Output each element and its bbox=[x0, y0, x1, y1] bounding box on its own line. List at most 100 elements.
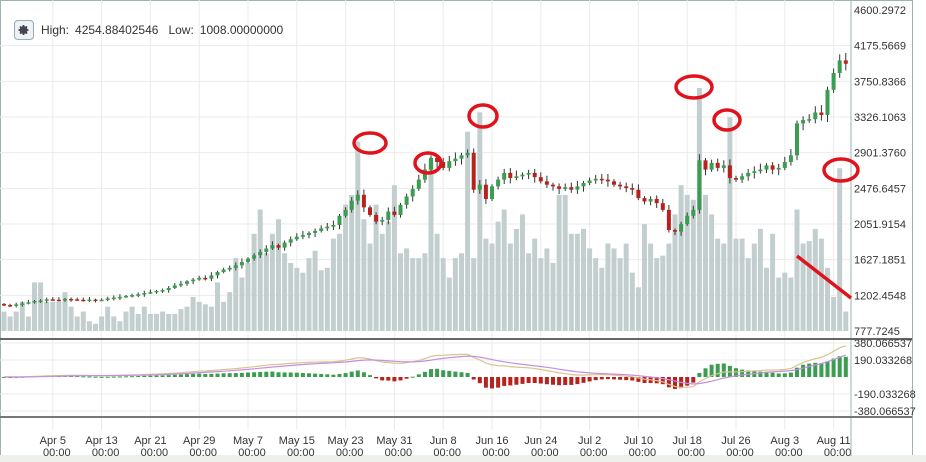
volume-bar bbox=[373, 204, 379, 331]
macd-histogram-bar bbox=[124, 376, 128, 378]
macd-histogram-bar bbox=[813, 362, 818, 377]
macd-histogram-bar bbox=[270, 371, 275, 377]
volume-bar bbox=[13, 311, 19, 331]
x-tick-date: Apr 21 bbox=[134, 435, 166, 447]
macd-histogram-bar bbox=[581, 377, 586, 383]
candle-body bbox=[294, 236, 299, 240]
macd-pane bbox=[2, 345, 848, 389]
x-tick-time: 00:00 bbox=[238, 447, 266, 459]
macd-histogram-bar bbox=[380, 377, 385, 381]
candle-body bbox=[770, 165, 775, 170]
price-axis-label: 2051.9154 bbox=[854, 219, 906, 231]
macd-histogram-bar bbox=[685, 377, 690, 386]
candle-body bbox=[398, 204, 403, 215]
macd-histogram-bar bbox=[355, 370, 360, 377]
candle-body bbox=[715, 162, 720, 168]
macd-histogram-bar bbox=[795, 367, 799, 377]
candle-body bbox=[337, 215, 342, 226]
volume-bar bbox=[337, 233, 342, 331]
candle-body bbox=[410, 188, 415, 197]
candle-body bbox=[111, 297, 116, 300]
x-tick-time: 00:00 bbox=[92, 447, 120, 459]
macd-histogram-bar bbox=[374, 377, 379, 379]
macd-histogram-bar bbox=[770, 372, 775, 377]
candle-body bbox=[422, 169, 427, 180]
candle-body bbox=[764, 165, 769, 170]
volume-bar bbox=[660, 255, 666, 331]
candle-body bbox=[807, 119, 812, 121]
candle-body bbox=[56, 299, 61, 302]
candle-body bbox=[246, 258, 250, 262]
volume-bar bbox=[398, 253, 403, 331]
candle-body bbox=[319, 228, 324, 231]
macd-histogram-bar bbox=[246, 372, 250, 377]
macd-histogram-bar bbox=[447, 370, 452, 377]
x-tick-date: May 23 bbox=[328, 435, 364, 447]
macd-histogram-bar bbox=[178, 374, 183, 377]
chart-header: High: 4254.88402546 Low: 1008.00000000 bbox=[14, 20, 289, 40]
volume-bar bbox=[239, 277, 245, 331]
x-tick-date: Jul 26 bbox=[721, 435, 750, 447]
volume-bar bbox=[745, 258, 751, 331]
candle-body bbox=[75, 299, 80, 301]
macd-histogram-bar bbox=[191, 373, 196, 377]
volume-bar bbox=[556, 194, 562, 331]
macd-histogram-bar bbox=[221, 373, 226, 377]
candle-body bbox=[526, 172, 531, 175]
volume-bar bbox=[129, 306, 135, 331]
candle-body bbox=[642, 198, 647, 202]
volume-bar bbox=[178, 309, 184, 331]
candle-body bbox=[782, 162, 787, 168]
macd-histogram-bar bbox=[148, 375, 153, 377]
candle-body bbox=[825, 89, 830, 115]
volume-bar bbox=[184, 306, 190, 331]
macd-histogram-bar bbox=[764, 371, 769, 377]
volume-bar bbox=[422, 253, 428, 331]
macd-histogram-bar bbox=[410, 376, 415, 378]
volume-bar bbox=[330, 238, 336, 331]
price-axis-label: 4175.5669 bbox=[854, 41, 906, 53]
candle-body bbox=[416, 179, 421, 189]
x-tick-date: Apr 5 bbox=[40, 435, 66, 447]
macd-histogram-bar bbox=[709, 364, 714, 377]
volume-bar bbox=[764, 267, 769, 331]
volume-bar bbox=[617, 258, 623, 331]
macd-histogram-bar bbox=[93, 376, 98, 378]
candle-body bbox=[819, 112, 824, 115]
x-tick-time: 00:00 bbox=[433, 447, 461, 459]
candle-body bbox=[709, 162, 714, 170]
candle-body bbox=[563, 187, 568, 189]
macd-histogram-bar bbox=[111, 376, 116, 378]
volume-bar bbox=[391, 185, 397, 331]
volume-bar bbox=[593, 258, 599, 331]
candle-body bbox=[38, 300, 43, 303]
volume-bar bbox=[56, 301, 62, 331]
annotation-circle bbox=[467, 103, 499, 129]
macd-histogram-bar bbox=[514, 377, 519, 385]
volume-bar bbox=[221, 301, 227, 331]
volume-bar bbox=[38, 282, 44, 331]
x-tick-time: 00:00 bbox=[482, 447, 510, 459]
volume-bar bbox=[428, 160, 434, 331]
candle-body bbox=[795, 123, 799, 156]
candle-body bbox=[605, 179, 610, 182]
candle-body bbox=[465, 152, 470, 156]
volume-bar bbox=[648, 243, 654, 331]
candle-body bbox=[679, 224, 684, 232]
candle-body bbox=[252, 255, 257, 259]
volume-bar bbox=[825, 267, 830, 331]
macd-histogram-bar bbox=[142, 375, 147, 377]
volume-bar bbox=[245, 262, 251, 331]
volume-bar bbox=[818, 238, 824, 331]
x-tick-time: 00:00 bbox=[775, 447, 803, 459]
candle-body bbox=[703, 160, 708, 170]
candle-body bbox=[124, 295, 128, 298]
volume-bar bbox=[489, 243, 495, 331]
candle-body bbox=[81, 299, 86, 302]
macd-histogram-bar bbox=[81, 376, 86, 378]
macd-histogram-bar bbox=[715, 363, 720, 377]
settings-button[interactable] bbox=[14, 20, 34, 40]
candle-body bbox=[361, 194, 366, 208]
candle-body bbox=[166, 287, 171, 291]
